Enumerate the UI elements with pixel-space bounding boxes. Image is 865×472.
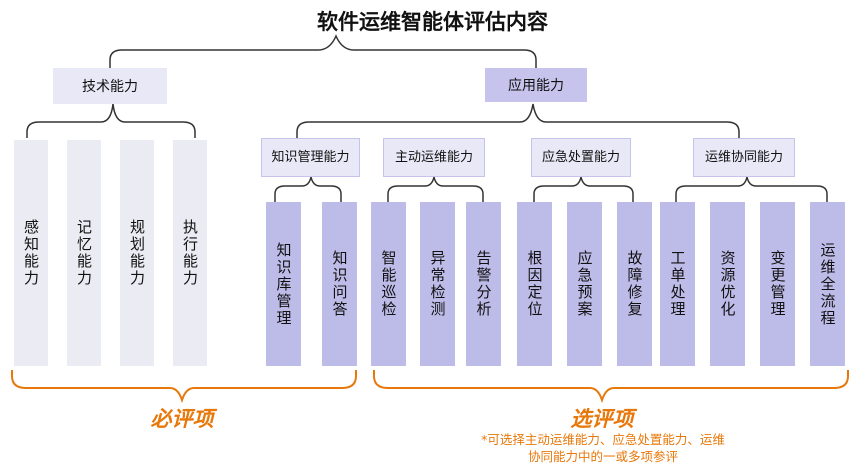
item-label: 工单处理 — [668, 250, 687, 318]
tech-item-planning: 规划能力 — [120, 140, 154, 366]
tech-item-perception: 感知能力 — [14, 140, 48, 366]
tech-item-label: 感知能力 — [22, 219, 40, 287]
group-ops-collaboration: 运维协同能力 — [693, 138, 795, 177]
item-root-cause-location: 根因定位 — [517, 202, 552, 366]
group-emergency-response: 应急处置能力 — [531, 138, 631, 177]
item-change-management: 变更管理 — [760, 202, 795, 366]
tech-item-label: 执行能力 — [181, 219, 199, 287]
app-capability-header: 应用能力 — [485, 68, 587, 102]
item-emergency-plan: 应急预案 — [567, 202, 602, 366]
item-ticket-processing: 工单处理 — [660, 202, 695, 366]
item-label: 故障修复 — [625, 250, 644, 318]
tech-capability-header: 技术能力 — [53, 68, 167, 104]
required-bracket — [11, 370, 357, 404]
item-label: 资源优化 — [718, 250, 737, 318]
group-proactive-ops: 主动运维能力 — [383, 138, 485, 177]
item-alert-analysis: 告警分析 — [466, 202, 501, 366]
item-label: 智能巡检 — [379, 250, 398, 318]
item-anomaly-detection: 异常检测 — [420, 202, 455, 366]
item-fault-repair: 故障修复 — [617, 202, 652, 366]
required-label: 必评项 — [150, 407, 214, 431]
item-knowledge-base-management: 知识库管理 — [266, 202, 301, 366]
tech-bracket — [26, 103, 196, 138]
item-label: 变更管理 — [768, 250, 787, 318]
item-label: 知识库管理 — [274, 241, 293, 327]
tech-item-label: 规划能力 — [128, 219, 146, 287]
tech-item-memory: 记忆能力 — [67, 140, 101, 366]
item-label: 异常检测 — [428, 250, 447, 318]
item-label: 告警分析 — [474, 250, 493, 318]
item-label: 知识问答 — [330, 250, 349, 318]
group1-bracket — [274, 176, 342, 202]
group2-bracket — [387, 176, 484, 202]
app-bracket — [296, 103, 740, 138]
optional-label: 选评项 — [570, 407, 634, 431]
top-bracket — [109, 34, 537, 68]
item-label: 应急预案 — [575, 250, 594, 318]
item-label: 运维全流程 — [818, 241, 837, 327]
tech-item-label: 记忆能力 — [75, 219, 93, 287]
group3-bracket — [533, 176, 634, 202]
item-smart-inspection: 智能巡检 — [371, 202, 406, 366]
group4-bracket — [675, 176, 828, 202]
diagram-title: 软件运维智能体评估内容 — [317, 10, 548, 34]
item-resource-optimization: 资源优化 — [710, 202, 745, 366]
optional-note: *可选择主动运维能力、应急处置能力、运维协同能力中的一或多项参评 — [481, 432, 725, 464]
optional-bracket — [373, 370, 849, 404]
item-label: 根因定位 — [525, 250, 544, 318]
item-knowledge-qa: 知识问答 — [322, 202, 357, 366]
tech-item-execution: 执行能力 — [173, 140, 207, 366]
item-ops-full-process: 运维全流程 — [810, 202, 845, 366]
group-knowledge-management: 知识管理能力 — [261, 138, 360, 177]
